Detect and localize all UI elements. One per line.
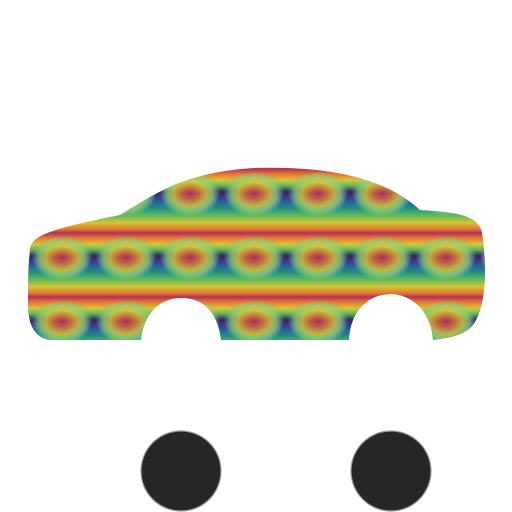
car-body [28,167,486,340]
rear-wheel [140,430,222,512]
front-wheel [350,430,432,512]
